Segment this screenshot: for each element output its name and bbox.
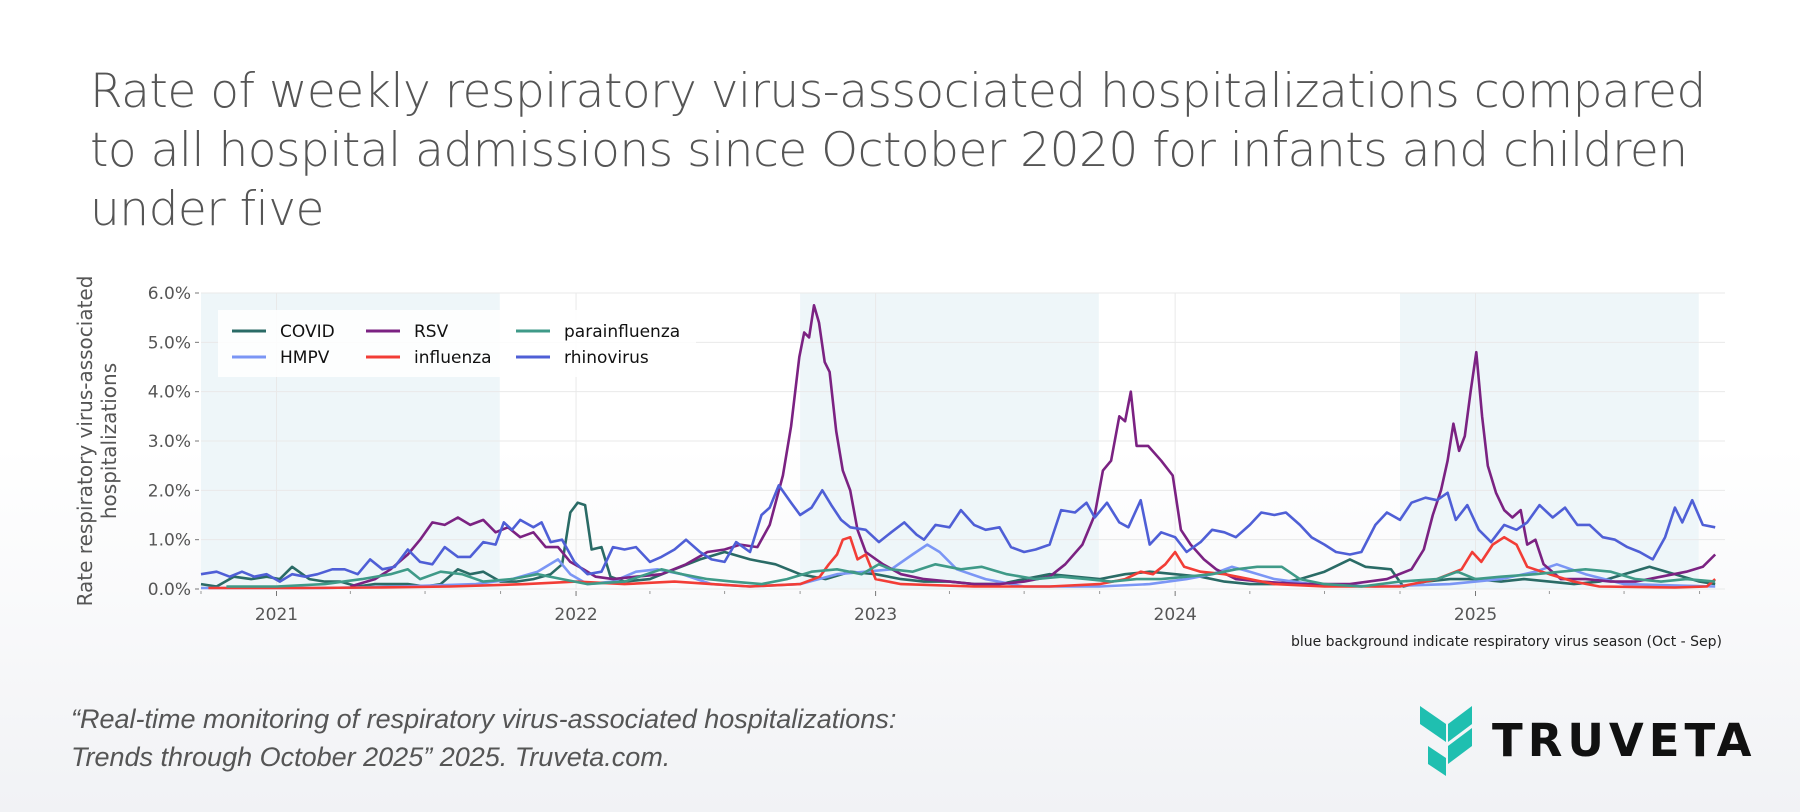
legend-label-HMPV: HMPV <box>280 348 330 368</box>
citation: “Real-time monitoring of respiratory vir… <box>71 700 896 776</box>
axes: 0.0% 1.0% 2.0% 3.0% 4.0% 5.0% 6.0% 2021 2022 2023… <box>148 284 1701 625</box>
y-tick-label: 5.0% <box>148 333 191 353</box>
truveta-logo: TRUVETA <box>1420 694 1751 784</box>
x-tick-label: 2022 <box>554 605 597 625</box>
y-tick-label: 1.0% <box>148 531 191 551</box>
legend: COVID HMPV RSV influenza parainfluenza rhinov… <box>218 310 696 377</box>
y-tick-label: 4.0% <box>148 383 191 403</box>
series-line-parainfluenza <box>226 563 1716 588</box>
legend-label-influenza: influenza <box>414 348 492 368</box>
y-tick-label: 3.0% <box>148 432 191 452</box>
legend-label-RSV: RSV <box>414 322 449 342</box>
legend-label-parainfluenza: parainfluenza <box>564 322 680 342</box>
series-line-rhinovirus <box>200 484 1716 583</box>
x-tick-label: 2024 <box>1154 605 1197 625</box>
season-note: blue background indicate respiratory vir… <box>1290 634 1722 650</box>
page-title: Rate of weekly respiratory virus-associa… <box>90 64 1706 237</box>
truveta-wordmark: TRUVETA <box>1492 714 1757 767</box>
legend-box <box>218 310 696 377</box>
citation-line1: “Real-time monitoring of respiratory vir… <box>71 704 897 734</box>
x-tick-label: 2021 <box>255 605 298 625</box>
y-axis-label-line2: hospitalizations <box>97 363 121 519</box>
y-tick-label: 6.0% <box>148 284 191 304</box>
citation-line2: Trends through October 2025” 2025. Truve… <box>71 742 671 772</box>
legend-label-rhinovirus: rhinovirus <box>564 348 649 368</box>
legend-label-COVID: COVID <box>280 322 335 342</box>
y-tick-label: 0.0% <box>148 580 191 600</box>
y-axis-label-line1: Rate respiratory virus-associated <box>73 276 97 607</box>
series-line-influenza <box>208 535 1717 590</box>
x-tick-label: 2025 <box>1454 605 1497 625</box>
series-lines <box>200 304 1717 590</box>
x-tick-label: 2023 <box>854 605 897 625</box>
truveta-logo-icon <box>1420 706 1472 776</box>
y-tick-label: 2.0% <box>148 481 191 501</box>
